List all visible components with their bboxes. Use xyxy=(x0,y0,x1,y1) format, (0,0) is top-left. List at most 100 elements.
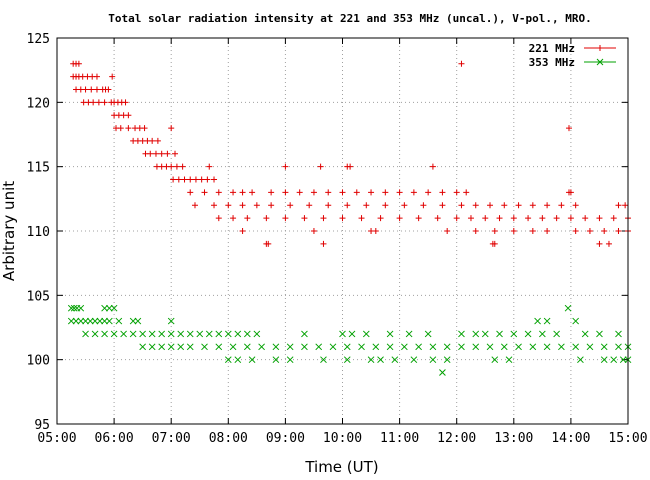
data-point xyxy=(596,215,603,222)
data-point xyxy=(179,163,186,170)
data-point xyxy=(539,215,546,222)
data-point xyxy=(109,73,116,80)
data-point xyxy=(86,317,94,325)
data-point xyxy=(472,228,479,234)
y-tick-label: 95 xyxy=(34,418,50,433)
data-point xyxy=(91,317,99,325)
series-0 xyxy=(70,60,631,247)
data-point xyxy=(458,60,465,67)
data-point xyxy=(458,343,465,351)
data-point xyxy=(339,330,346,338)
data-point xyxy=(558,343,565,351)
data-point xyxy=(458,202,465,209)
data-point xyxy=(491,228,498,234)
legend-label-221: 221 MHz xyxy=(529,42,575,55)
data-point xyxy=(148,343,156,351)
data-point xyxy=(125,112,132,119)
data-point xyxy=(105,304,113,312)
data-point xyxy=(164,150,171,157)
data-point xyxy=(154,137,161,144)
data-point xyxy=(386,330,394,338)
data-point xyxy=(168,125,175,132)
data-point xyxy=(377,356,384,364)
data-point xyxy=(205,330,213,338)
data-point xyxy=(268,202,275,209)
data-point xyxy=(410,356,418,364)
data-point xyxy=(230,215,237,222)
data-point xyxy=(170,176,177,183)
data-point xyxy=(82,317,89,325)
data-point xyxy=(353,189,360,196)
data-point xyxy=(224,356,232,364)
data-point xyxy=(296,189,303,196)
data-point xyxy=(75,60,82,67)
data-point xyxy=(434,215,441,222)
x-tick-label: 15:00 xyxy=(608,431,647,446)
data-point xyxy=(339,215,346,222)
data-point xyxy=(167,343,175,351)
y-tick-label: 110 xyxy=(27,225,50,240)
data-point xyxy=(177,343,185,351)
data-point xyxy=(315,343,323,351)
data-point xyxy=(343,343,351,351)
data-point xyxy=(201,343,208,351)
data-point xyxy=(615,202,622,209)
data-point xyxy=(141,125,148,132)
data-point xyxy=(453,215,460,222)
data-point xyxy=(310,189,317,196)
data-point xyxy=(405,330,413,338)
data-point xyxy=(372,228,379,234)
data-point xyxy=(622,202,629,209)
data-point xyxy=(615,330,622,338)
data-point xyxy=(429,356,437,364)
data-point xyxy=(567,189,574,196)
data-point xyxy=(215,330,223,338)
data-point xyxy=(317,163,324,170)
data-point xyxy=(215,215,222,222)
data-point xyxy=(125,125,132,132)
legend-sample-221 xyxy=(584,45,616,51)
data-point xyxy=(225,202,232,209)
x-tick-label: 12:00 xyxy=(437,431,476,446)
data-point xyxy=(325,202,332,209)
data-point xyxy=(358,215,365,222)
data-point xyxy=(105,317,113,325)
data-point xyxy=(329,343,337,351)
data-point xyxy=(565,125,572,132)
data-point xyxy=(204,176,211,183)
data-point xyxy=(348,330,356,338)
data-point xyxy=(175,176,182,183)
data-point xyxy=(424,330,432,338)
data-point xyxy=(538,330,546,338)
data-point xyxy=(234,356,242,364)
data-point xyxy=(458,330,465,338)
data-point xyxy=(173,163,180,170)
data-point xyxy=(496,330,503,338)
data-point xyxy=(206,163,213,170)
data-point xyxy=(139,330,147,338)
data-point xyxy=(287,202,294,209)
data-point xyxy=(610,356,618,364)
data-point xyxy=(91,330,99,338)
data-point xyxy=(82,330,89,338)
data-point xyxy=(229,343,237,351)
data-point xyxy=(77,317,85,325)
data-point xyxy=(525,215,532,222)
data-point xyxy=(377,215,384,222)
data-point xyxy=(101,99,108,106)
data-point xyxy=(586,228,593,234)
data-point xyxy=(101,304,108,312)
data-point xyxy=(320,240,327,247)
data-point xyxy=(564,304,572,312)
data-point xyxy=(529,202,536,209)
legend-sample-353 xyxy=(584,58,616,66)
data-point xyxy=(510,228,517,234)
data-point xyxy=(105,86,112,93)
data-point xyxy=(615,343,622,351)
data-point xyxy=(272,343,280,351)
data-point xyxy=(472,343,480,351)
data-point xyxy=(148,330,156,338)
data-point xyxy=(110,330,118,338)
